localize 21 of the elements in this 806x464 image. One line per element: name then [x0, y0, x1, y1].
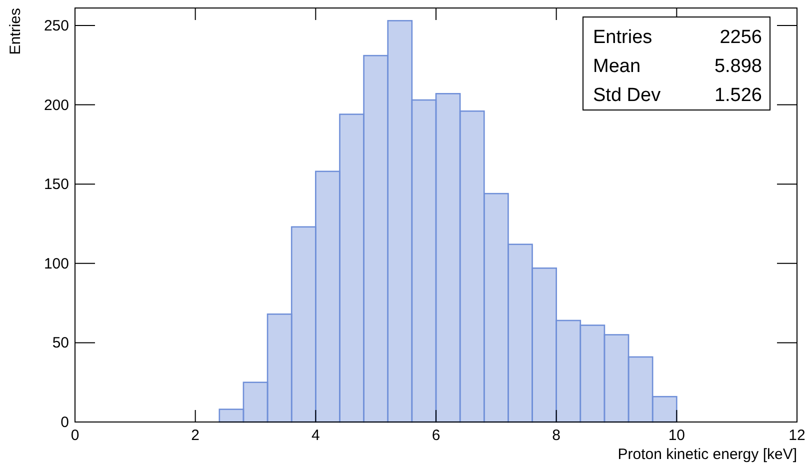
y-tick-label: 100 — [44, 255, 69, 272]
annotation: Entries — [593, 27, 652, 48]
x-axis-title: Proton kinetic energy [keV] — [618, 446, 797, 463]
annotation: 5.898 — [714, 56, 762, 77]
annotation: 2256 — [720, 27, 762, 48]
y-tick-label: 0 — [60, 414, 69, 431]
x-tick-label: 12 — [788, 427, 806, 444]
x-tick-label: 2 — [191, 427, 200, 444]
y-tick-label: 50 — [52, 334, 69, 352]
x-tick-label: 4 — [311, 427, 320, 444]
x-tick-label: 10 — [668, 427, 686, 444]
annotation: Mean — [593, 56, 641, 77]
x-tick-label: 6 — [432, 427, 440, 444]
annotation: 1.526 — [714, 85, 762, 106]
y-tick-label: 250 — [44, 17, 69, 34]
y-tick-label: 150 — [44, 176, 69, 194]
annotation: Std Dev — [593, 85, 662, 106]
y-tick-label: 200 — [44, 96, 69, 114]
y-axis-title: Entries — [7, 8, 24, 55]
x-tick-label: 8 — [552, 427, 561, 444]
x-tick-label: 0 — [70, 427, 80, 444]
